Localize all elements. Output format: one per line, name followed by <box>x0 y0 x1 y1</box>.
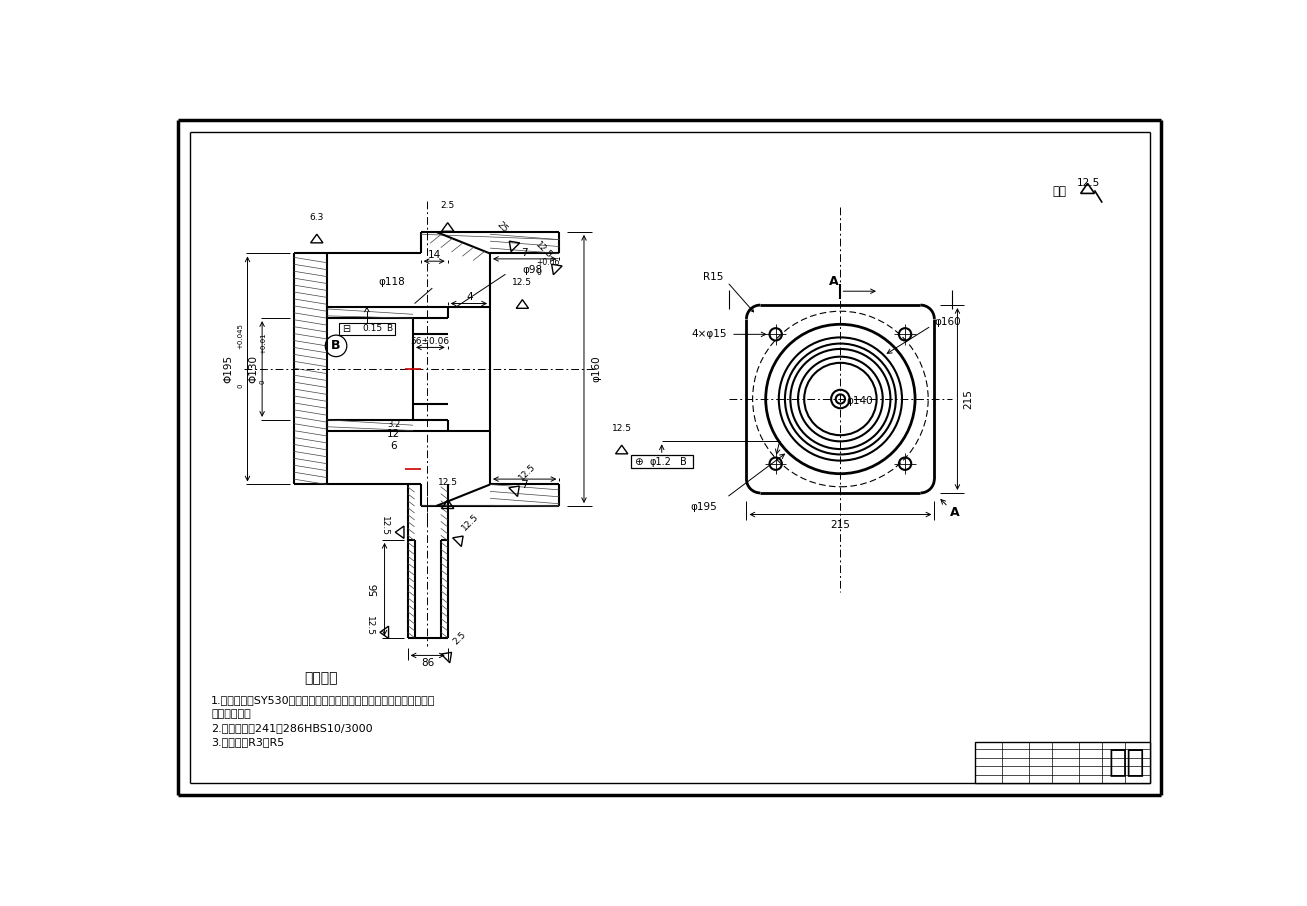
Text: 2.热处理硬度241－286HBS10/3000: 2.热处理硬度241－286HBS10/3000 <box>212 723 372 733</box>
Text: 14: 14 <box>427 250 442 260</box>
Text: 0: 0 <box>238 383 243 388</box>
Text: 12.5: 12.5 <box>438 478 457 487</box>
Text: 215: 215 <box>830 520 851 530</box>
Text: 56: 56 <box>370 583 379 596</box>
Text: B: B <box>386 324 392 333</box>
Text: φ118: φ118 <box>379 277 405 287</box>
Text: φ98: φ98 <box>523 265 542 275</box>
Text: ⊟: ⊟ <box>342 324 350 334</box>
Text: φ195: φ195 <box>690 502 718 512</box>
Text: 12.5: 12.5 <box>460 512 481 533</box>
Text: 0: 0 <box>260 380 265 384</box>
Text: 2.5: 2.5 <box>440 201 455 210</box>
Text: R15: R15 <box>703 273 723 283</box>
Text: 56±0.06: 56±0.06 <box>410 337 450 346</box>
Text: 12.5: 12.5 <box>612 424 631 433</box>
Text: 知末: 知末 <box>1108 748 1145 777</box>
Text: 12.5: 12.5 <box>516 462 537 483</box>
Text: 12.5: 12.5 <box>512 278 532 287</box>
Text: 12.5: 12.5 <box>380 516 389 536</box>
Text: 215: 215 <box>963 389 974 409</box>
Text: 12.5: 12.5 <box>365 616 374 636</box>
Text: 2.5: 2.5 <box>451 631 468 647</box>
Bar <box>975 742 1150 784</box>
Text: φ160: φ160 <box>935 317 961 327</box>
Text: Φ195: Φ195 <box>223 355 233 383</box>
Text: ⊕: ⊕ <box>634 457 643 467</box>
Text: 技术要求: 技术要求 <box>305 671 337 686</box>
Text: B: B <box>680 457 686 467</box>
Text: φ140: φ140 <box>847 396 873 406</box>
Text: 0.15: 0.15 <box>362 324 382 333</box>
Bar <box>631 455 693 468</box>
Text: 25: 25 <box>494 220 508 235</box>
Text: +0.06: +0.06 <box>536 258 559 267</box>
Text: φ1.2: φ1.2 <box>650 457 672 467</box>
Text: 0: 0 <box>536 268 541 277</box>
Text: 用技术条件》: 用技术条件》 <box>212 708 251 719</box>
Text: +0.01: +0.01 <box>260 333 265 354</box>
Text: 4×φ15: 4×φ15 <box>691 329 727 340</box>
Text: 12: 12 <box>387 429 400 439</box>
Text: B: B <box>331 340 341 352</box>
Text: 6: 6 <box>391 441 397 451</box>
Text: Φ130: Φ130 <box>248 355 259 383</box>
Text: 其余: 其余 <box>1053 186 1067 198</box>
Text: 12.5: 12.5 <box>1077 178 1100 188</box>
Text: φ160: φ160 <box>591 356 601 382</box>
Text: 3.未注圆角R3－R5: 3.未注圆角R3－R5 <box>212 737 285 747</box>
Bar <box>339 323 395 335</box>
Text: 3.2: 3.2 <box>387 419 400 429</box>
Text: +0.045: +0.045 <box>238 323 243 349</box>
Text: A: A <box>950 506 959 519</box>
Text: 7: 7 <box>521 480 528 490</box>
Text: 4: 4 <box>465 293 473 303</box>
Text: 7: 7 <box>521 247 528 257</box>
Text: 6.3: 6.3 <box>310 213 324 222</box>
Text: A: A <box>830 275 839 288</box>
Text: 1.轴件应符合SY530《石油钻采机械产品用碳素钢和普通合金钢构件适: 1.轴件应符合SY530《石油钻采机械产品用碳素钢和普通合金钢构件适 <box>212 695 435 705</box>
Text: 12.5: 12.5 <box>533 240 554 261</box>
Text: 86: 86 <box>421 658 434 668</box>
